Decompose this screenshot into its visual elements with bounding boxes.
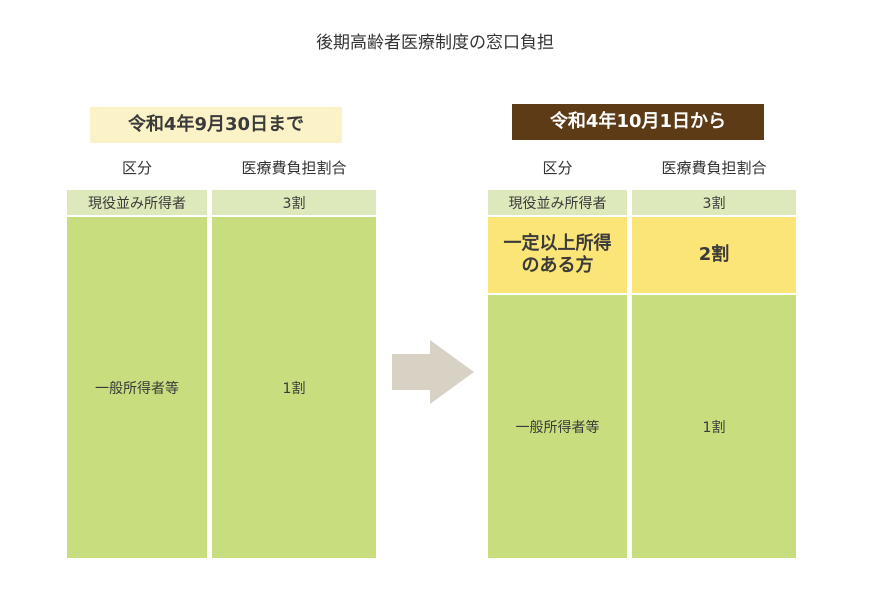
after-row-certain-income-category-line2: のある方	[521, 255, 594, 276]
before-header-ratio: 医療費負担割合	[241, 159, 347, 177]
before-row-active-income-ratio: 3割	[212, 190, 376, 215]
after-row-certain-income-category: 一定以上所得 のある方	[488, 217, 627, 293]
after-row-active-income-ratio: 3割	[632, 190, 796, 215]
after-row-active-income-category: 現役並み所得者	[488, 190, 627, 215]
before-period-label: 令和4年9月30日まで	[90, 107, 342, 143]
after-period-label: 令和4年10月1日から	[512, 104, 764, 140]
before-row-general-ratio: 1割	[212, 217, 376, 558]
after-header-ratio: 医療費負担割合	[661, 159, 767, 177]
after-row-general-ratio: 1割	[632, 295, 796, 558]
right-arrow-icon	[392, 340, 474, 404]
after-header-category: 区分	[542, 159, 573, 177]
before-row-active-income-category: 現役並み所得者	[67, 190, 207, 215]
after-row-certain-income-category-line1: 一定以上所得	[503, 232, 612, 254]
after-row-general-category: 一般所得者等	[488, 295, 627, 558]
before-header-category: 区分	[121, 159, 152, 177]
before-row-general-category: 一般所得者等	[67, 217, 207, 558]
after-row-certain-income-ratio: 2割	[632, 217, 796, 293]
diagram-title: 後期高齢者医療制度の窓口負担	[316, 33, 554, 53]
